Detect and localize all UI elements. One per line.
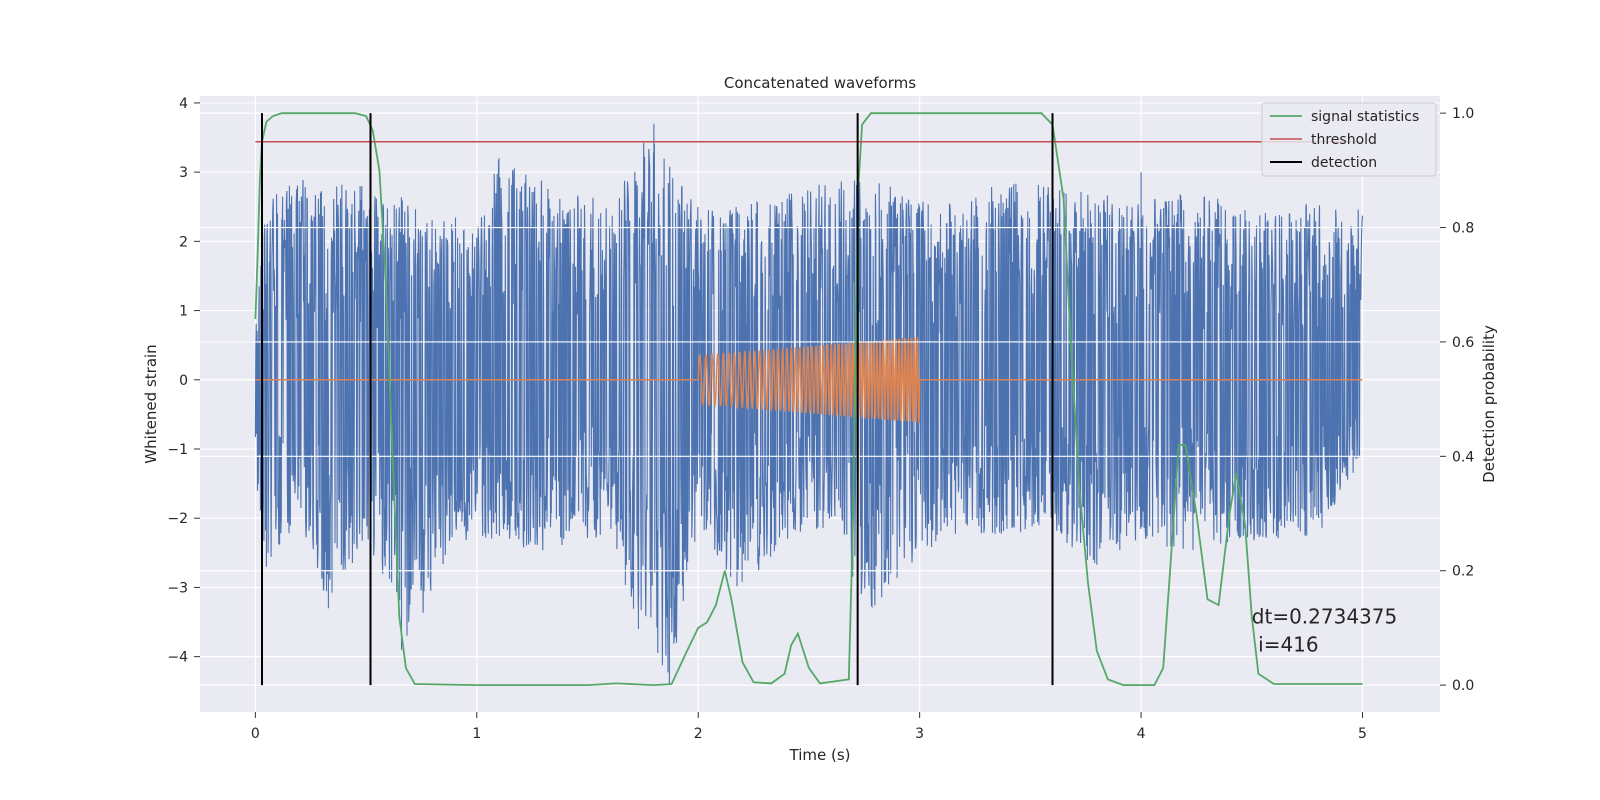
x-tick-label: 5 (1358, 726, 1367, 742)
y-tick-label: 2 (179, 234, 188, 250)
y-tick-label: −2 (167, 511, 188, 527)
legend-signal-label: signal statistics (1311, 109, 1419, 125)
signal-statistics-series (254, 112, 1363, 687)
annotation-dt: dt=0.2734375 (1252, 604, 1397, 628)
detection-lines (261, 113, 1054, 686)
y2-axis-ticks: 0.0 0.2 0.4 0.6 0.8 1.0 (1440, 106, 1474, 694)
y2-tick-label: 0.0 (1452, 678, 1474, 694)
y-tick-label: −1 (167, 442, 188, 458)
y-tick-label: 4 (179, 96, 188, 112)
legend-threshold-label: threshold (1311, 132, 1377, 148)
y-tick-label: 3 (179, 165, 188, 181)
annotation-index: i=416 (1252, 632, 1319, 656)
y2-tick-label: 0.6 (1452, 335, 1474, 351)
y-tick-label: 0 (179, 373, 188, 389)
chart-title: Concatenated waveforms (724, 74, 916, 92)
y-tick-label: −4 (167, 650, 188, 666)
x-tick-label: 0 (251, 726, 260, 742)
noise-series (254, 123, 1364, 685)
y2-tick-label: 1.0 (1452, 106, 1474, 122)
y-tick-label: 1 (179, 304, 188, 320)
x-axis-ticks: 0 1 2 3 4 5 (251, 712, 1367, 742)
x-axis-label: Time (s) (789, 746, 851, 764)
right-axis-grid-lines (200, 112, 1440, 686)
x-tick-label: 2 (694, 726, 703, 742)
legend: signal statistics threshold detection (1261, 102, 1437, 177)
chirp-series (255, 337, 1363, 423)
y-axis-label: Whitened strain (142, 344, 160, 463)
legend-box (1261, 102, 1437, 177)
y2-tick-label: 0.8 (1452, 221, 1474, 237)
x-tick-label: 1 (472, 726, 481, 742)
y-axis-ticks: −4 −3 −2 −1 0 1 2 3 4 (167, 96, 200, 666)
legend-detection-label: detection (1311, 155, 1377, 171)
y2-axis-label: Detection probability (1480, 325, 1498, 483)
y2-tick-label: 0.2 (1452, 564, 1474, 580)
y-tick-label: −3 (167, 580, 188, 596)
y2-tick-label: 0.4 (1452, 449, 1474, 465)
x-tick-label: 3 (915, 726, 924, 742)
x-tick-label: 4 (1137, 726, 1146, 742)
